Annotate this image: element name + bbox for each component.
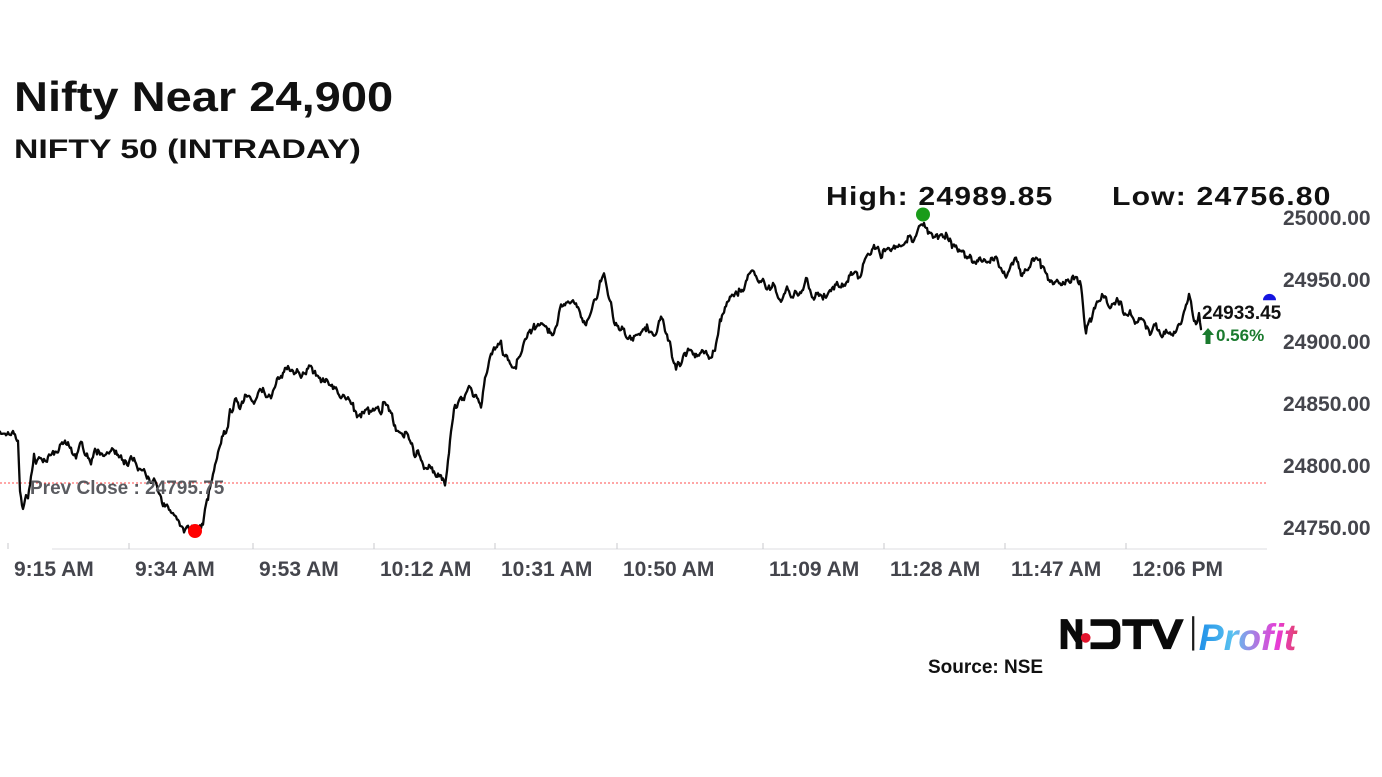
svg-text:Profit: Profit	[1199, 616, 1298, 658]
